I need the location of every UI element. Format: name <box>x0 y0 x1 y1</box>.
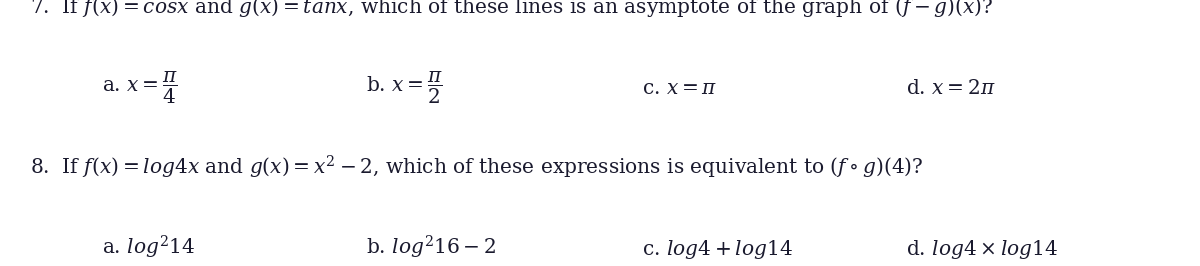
Text: c. $log4 + log14$: c. $log4 + log14$ <box>642 238 793 261</box>
Text: b. $x = \dfrac{\pi}{2}$: b. $x = \dfrac{\pi}{2}$ <box>366 70 443 106</box>
Text: d. $log4 \times log14$: d. $log4 \times log14$ <box>906 238 1058 261</box>
Text: a. $log^{2}14$: a. $log^{2}14$ <box>102 234 196 261</box>
Text: 8.  If $f(x) = log4x$ and $g(x) = x^2 - 2$, which of these expressions is equiva: 8. If $f(x) = log4x$ and $g(x) = x^2 - 2… <box>30 154 924 181</box>
Text: b. $log^{2}16 - 2$: b. $log^{2}16 - 2$ <box>366 234 497 261</box>
Text: d. $x = 2\pi$: d. $x = 2\pi$ <box>906 80 996 98</box>
Text: 7.  If $f(x) = cosx$ and $g(x) = tanx$, which of these lines is an asymptote of : 7. If $f(x) = cosx$ and $g(x) = tanx$, w… <box>30 0 994 19</box>
Text: c. $x = \pi$: c. $x = \pi$ <box>642 80 718 98</box>
Text: a. $x = \dfrac{\pi}{4}$: a. $x = \dfrac{\pi}{4}$ <box>102 70 178 106</box>
